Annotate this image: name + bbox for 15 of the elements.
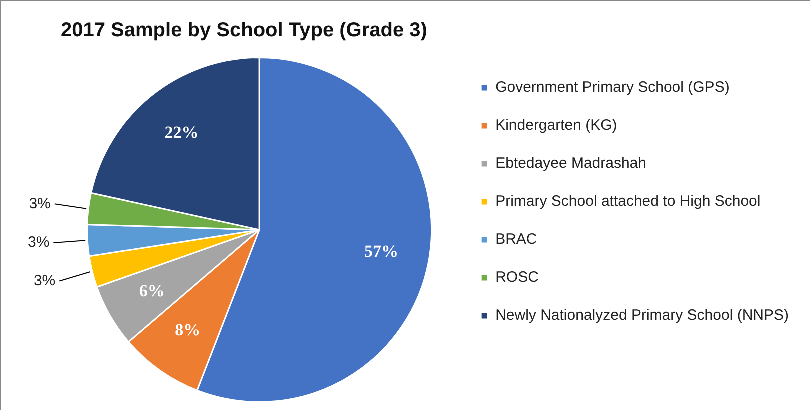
data-label: 8% [175,320,201,340]
data-label: 57% [364,242,398,262]
legend-label: Government Primary School (GPS) [496,79,730,96]
legend-label: Primary School attached to High School [496,193,761,210]
data-label: 3% [34,272,56,290]
chart-title: 2017 Sample by School Type (Grade 3) [61,20,428,42]
data-label: 6% [139,281,165,300]
legend-label: Kindergarten (KG) [496,117,618,134]
data-label: 22% [164,122,199,142]
data-label: 3% [28,234,50,252]
legend-label: ROSC [496,269,540,286]
legend-label: BRAC [496,231,538,248]
legend-label: Newly Nationalyzed Primary School (NNPS) [496,307,790,324]
legend-label: Ebtedayee Madrashah [496,155,647,172]
data-label: 3% [29,195,51,212]
